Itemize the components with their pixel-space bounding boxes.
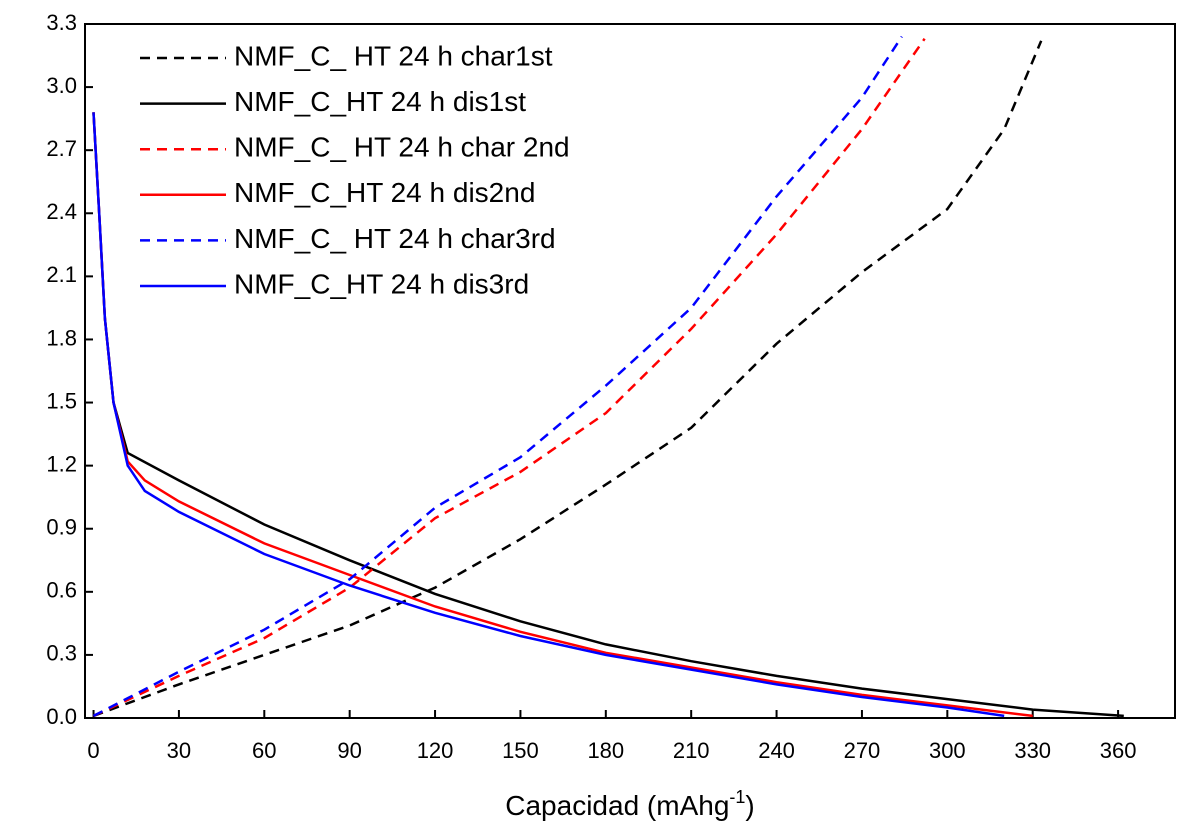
y-tick-label: 0.3 xyxy=(46,641,77,666)
legend-label: NMF_C_ HT 24 h char 2nd xyxy=(234,132,570,163)
series-line xyxy=(92,112,1005,718)
x-label-sup: -1 xyxy=(729,787,745,807)
x-label-end: ) xyxy=(745,790,754,821)
y-tick-label: 3.0 xyxy=(46,73,77,98)
x-tick-label: 30 xyxy=(167,738,191,763)
x-tick-label: 360 xyxy=(1100,738,1137,763)
x-axis-label: Capacidad (mAhg-1) xyxy=(505,787,754,822)
x-tick-label: 240 xyxy=(758,738,795,763)
y-tick-label: 1.2 xyxy=(46,451,77,476)
legend-label: NMF_C_ HT 24 h char3rd xyxy=(234,223,556,254)
y-tick-label: 2.1 xyxy=(46,262,77,287)
y-tick-label: 1.8 xyxy=(46,325,77,350)
x-tick-label: 150 xyxy=(502,738,539,763)
x-label-main: Capacidad (mAhg xyxy=(505,790,729,821)
legend-label: NMF_C_ HT 24 h char1st xyxy=(234,40,553,71)
series-line xyxy=(93,40,1043,718)
legend-label: NMF_C_HT 24 h dis3rd xyxy=(234,268,529,299)
x-tick-label: 90 xyxy=(337,738,361,763)
x-tick-label: 180 xyxy=(587,738,624,763)
y-tick-label: 0.0 xyxy=(46,704,77,729)
y-tick-label: 1.5 xyxy=(46,388,77,413)
y-tick-label: 2.7 xyxy=(46,136,77,161)
series-line xyxy=(92,37,926,718)
legend-label: NMF_C_HT 24 h dis1st xyxy=(234,86,526,117)
y-tick-label: 3.3 xyxy=(46,10,77,35)
x-tick-label: 270 xyxy=(844,738,881,763)
series-line xyxy=(92,35,903,718)
plot-frame xyxy=(84,23,1176,719)
y-tick-label: 0.9 xyxy=(46,515,77,540)
x-tick-label: 120 xyxy=(417,738,454,763)
x-tick-label: 0 xyxy=(87,738,99,763)
legend-label: NMF_C_HT 24 h dis2nd xyxy=(234,177,535,208)
x-tick-label: 330 xyxy=(1014,738,1051,763)
y-tick-label: 2.4 xyxy=(46,199,77,224)
x-tick-label: 300 xyxy=(929,738,966,763)
y-tick-label: 0.6 xyxy=(46,578,77,603)
x-tick-label: 210 xyxy=(673,738,710,763)
x-tick-label: 60 xyxy=(252,738,276,763)
